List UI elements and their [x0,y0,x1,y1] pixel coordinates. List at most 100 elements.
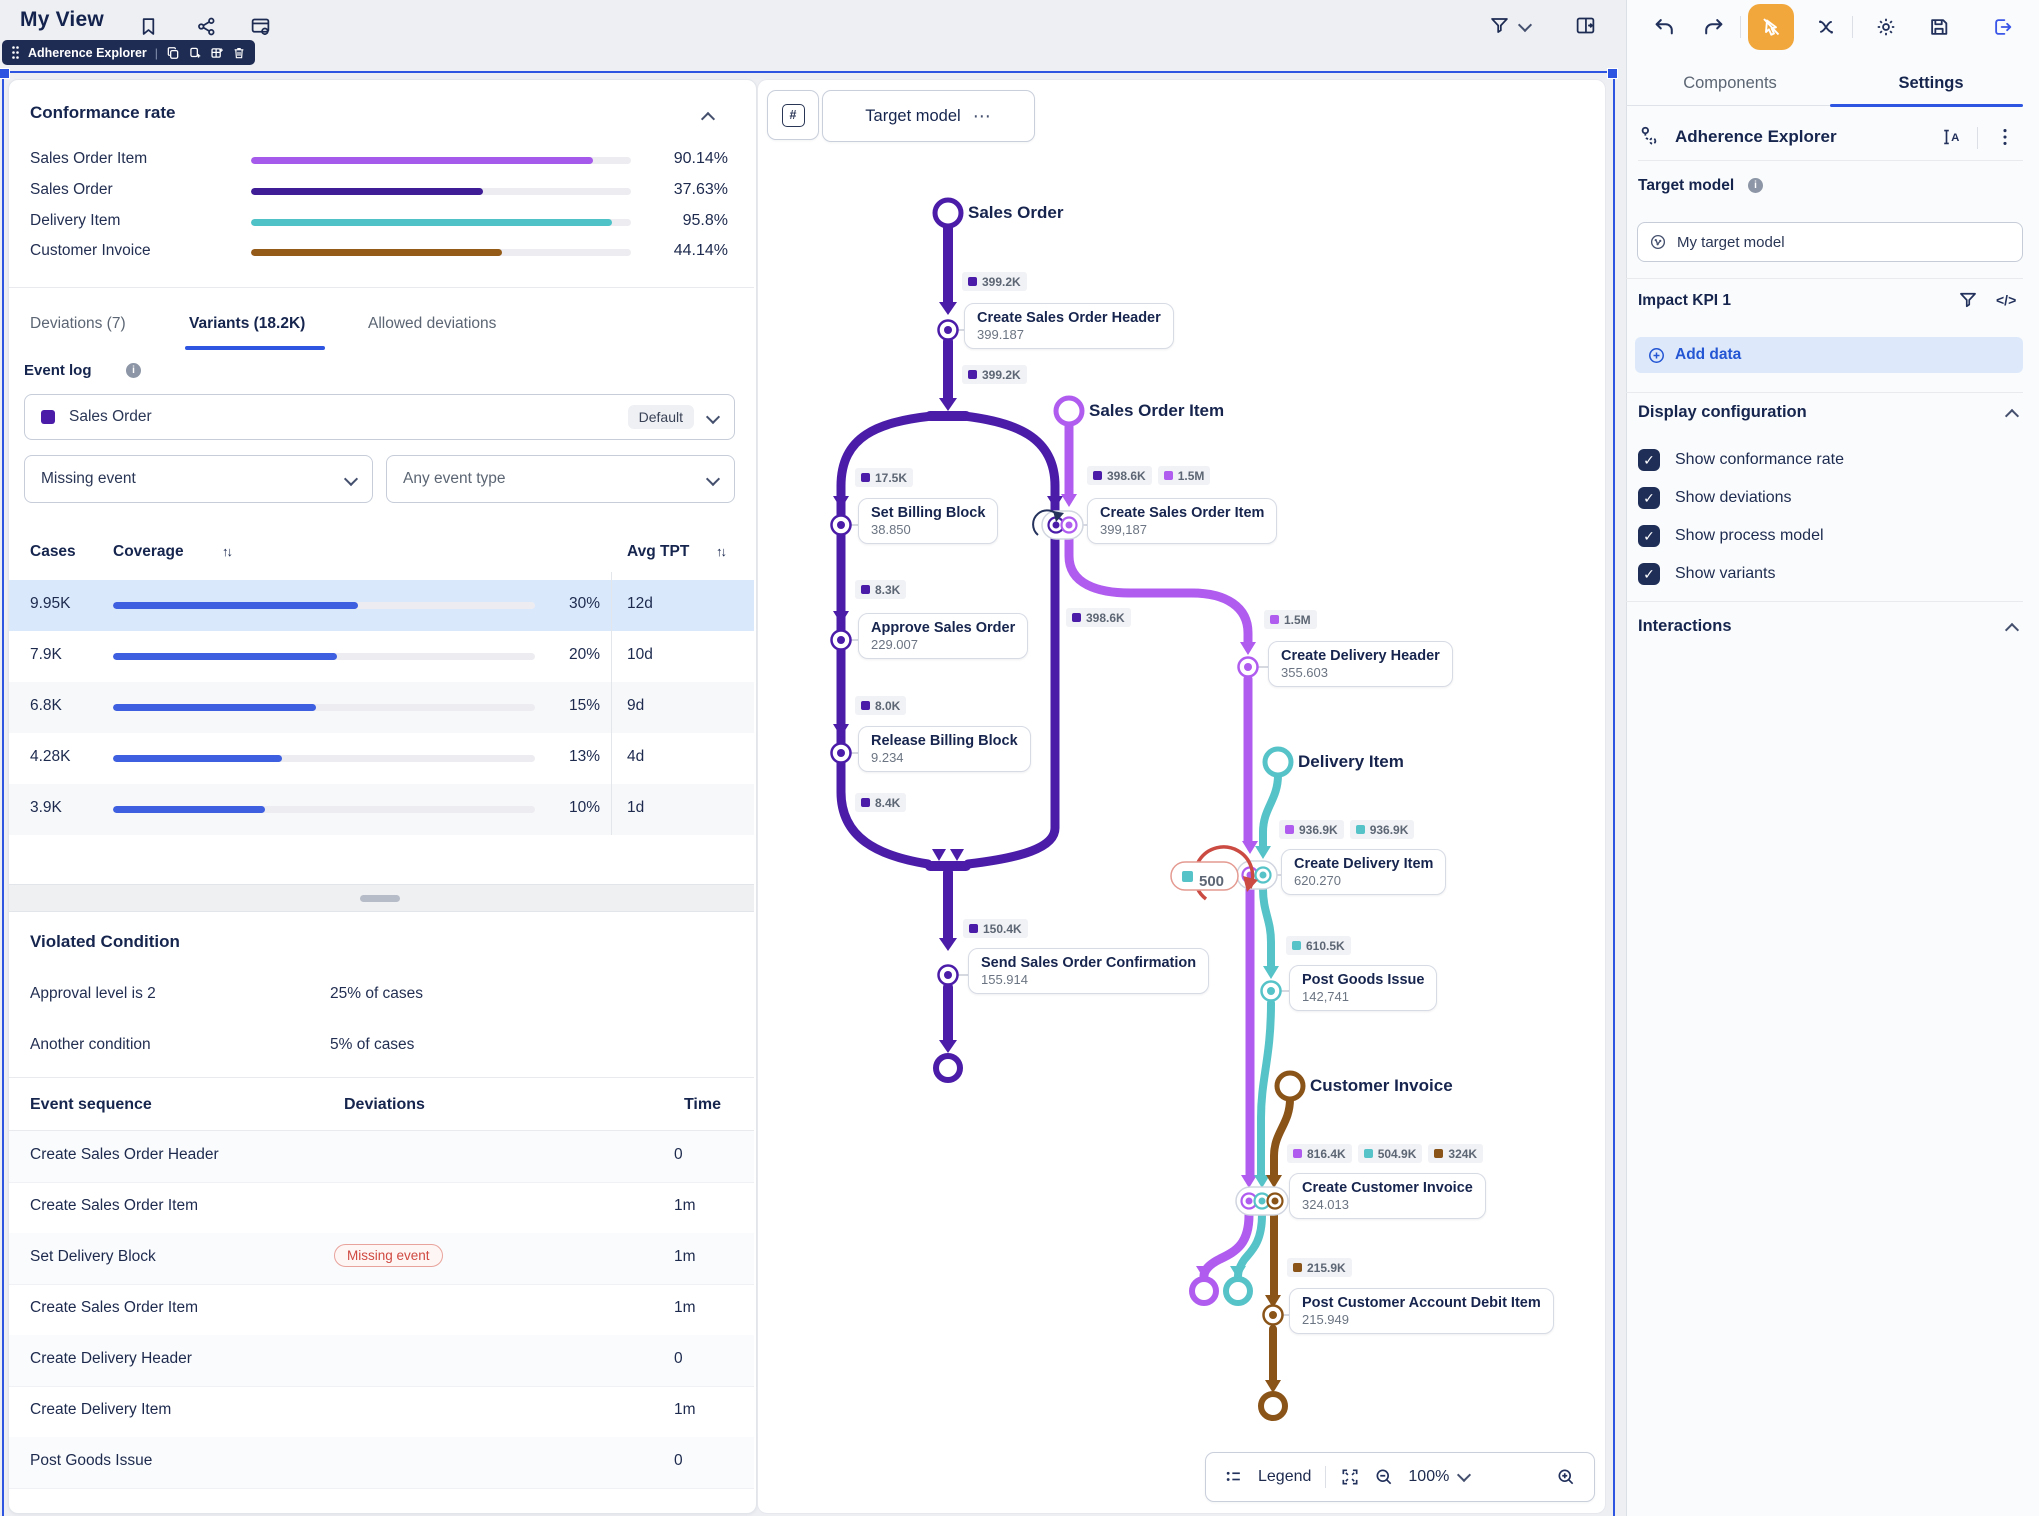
zoom-in-icon[interactable] [1556,1467,1576,1487]
sort-icon[interactable]: ↑↓ [716,544,725,559]
legend-button[interactable]: Legend [1258,1468,1311,1486]
copy-add-icon[interactable] [188,46,202,60]
target-model-info-icon[interactable]: i [1748,178,1763,193]
activity-node[interactable]: Post Customer Account Debit Item215.949 [1289,1288,1554,1334]
drag-handle-icon[interactable] [11,45,20,60]
exit-icon[interactable] [1992,16,2014,38]
activity-value: 142,741 [1302,989,1424,1004]
violated-condition-title: Violated Condition [30,932,180,952]
variant-row[interactable]: 3.9K 10% 1d [9,784,754,835]
component-chip[interactable]: Adherence Explorer | [2,40,255,65]
event-row[interactable]: Create Delivery Item 1m [9,1386,754,1438]
activity-node[interactable]: Release Billing Block9.234 [858,726,1031,772]
event-row[interactable]: Post Goods Issue 0 [9,1437,754,1489]
end-node-sales-order-item[interactable] [1192,1279,1216,1303]
window-settings-icon[interactable] [250,16,271,37]
event-row[interactable]: Create Delivery Header 0 [9,1335,754,1387]
event-row[interactable]: Create Sales Order Item 1m [9,1284,754,1336]
checkbox-checked[interactable]: ✓ [1638,525,1660,547]
kpi-filter-icon[interactable] [1958,290,1978,310]
activity-node[interactable]: Approve Sales Order229.007 [858,613,1028,659]
more-menu-icon[interactable] [1994,126,2016,148]
event-row[interactable]: Create Sales Order Item 1m [9,1182,754,1234]
zoom-level[interactable]: 100% [1408,1468,1449,1486]
variant-row[interactable]: 4.28K 13% 4d [9,733,754,784]
event-type-select[interactable]: Any event type [386,455,735,503]
edge-label: 17.5K [855,468,913,487]
event-row[interactable]: Set Delivery Block Missing event 1m [9,1233,754,1285]
end-node-sales-order[interactable] [936,1056,960,1080]
start-node-customer-invoice[interactable] [1277,1073,1303,1099]
variables-icon[interactable] [1815,16,1837,38]
activity-node[interactable]: Send Sales Order Confirmation155.914 [968,948,1209,994]
col-header-cases: Cases [30,543,76,561]
col-header-coverage[interactable]: Coverage [113,543,184,561]
legend-icon[interactable] [1224,1467,1244,1487]
event-log-info-icon[interactable]: i [126,363,141,378]
activity-node[interactable]: Post Goods Issue142,741 [1289,965,1437,1011]
start-node-sales-order-item[interactable] [1056,398,1082,424]
loop-count: 500 [1199,873,1224,890]
variant-cases: 4.28K [30,748,71,766]
panel-resize-band[interactable] [9,884,754,912]
zoom-chevron-icon[interactable] [1457,1468,1471,1482]
tab-deviations[interactable]: Deviations (7) [30,315,126,333]
event-log-select[interactable]: Sales Order Default [24,394,735,440]
activity-node[interactable]: Set Billing Block38.850 [858,498,998,544]
filter-icon[interactable] [1489,15,1510,36]
add-data-button[interactable]: Add data [1635,337,2023,373]
selection-handle[interactable] [0,68,10,79]
checkbox-checked[interactable]: ✓ [1638,563,1660,585]
event-row[interactable]: Create Sales Order Header 0 [9,1131,754,1183]
deviation-type-select[interactable]: Missing event [24,455,373,503]
toolbar-divider [1325,1466,1326,1488]
redo-icon[interactable] [1703,16,1725,38]
activity-value: 399,187 [1100,522,1264,537]
checkbox-checked[interactable]: ✓ [1638,449,1660,471]
checkbox-checked[interactable]: ✓ [1638,487,1660,509]
bookmark-icon[interactable] [138,16,159,37]
resize-handle[interactable] [360,895,400,902]
tab-allowed-deviations[interactable]: Allowed deviations [368,315,496,333]
activity-node[interactable]: Create Delivery Header355.603 [1268,641,1453,687]
conformance-title: Conformance rate [30,103,175,123]
coverage-bar [113,653,535,660]
fit-to-screen-icon[interactable] [1340,1467,1360,1487]
conformance-row-label: Delivery Item [30,212,120,230]
duplicate-icon[interactable] [166,46,180,60]
undo-icon[interactable] [1653,16,1675,38]
activity-node[interactable]: Create Sales Order Header399.187 [964,303,1174,349]
tab-variants[interactable]: Variants (18.2K) [189,315,305,333]
end-node-delivery-item[interactable] [1226,1279,1250,1303]
gear-icon[interactable] [1875,16,1897,38]
target-model-input[interactable]: My target model [1637,222,2023,262]
code-icon[interactable]: </> [1996,292,2016,308]
coverage-bar-fill [113,602,358,609]
variant-row-selected[interactable]: 9.95K 30% 12d [9,580,754,631]
activity-node[interactable]: Create Delivery Item620.270 [1281,849,1446,895]
select-mode-button-active[interactable] [1748,4,1794,50]
rename-icon[interactable]: A [1941,126,1963,148]
tab-settings[interactable]: Settings [1831,74,2031,93]
activity-node[interactable]: Create Customer Invoice324.013 [1289,1173,1486,1219]
variant-row[interactable]: 6.8K 15% 9d [9,682,754,733]
conformance-bar-fill [251,249,502,256]
save-icon[interactable] [1928,16,1950,38]
start-node-sales-order[interactable] [935,200,961,226]
start-node-delivery-item[interactable] [1265,749,1291,775]
share-icon[interactable] [196,16,217,37]
open-panel-icon[interactable] [1575,15,1596,36]
end-node-customer-invoice[interactable] [1261,1394,1285,1418]
filter-chevron-icon[interactable] [1518,18,1532,32]
variant-cases: 6.8K [30,697,62,715]
layout-add-icon[interactable] [210,46,224,60]
col-header-avg-tpt[interactable]: Avg TPT [627,543,689,561]
variant-row[interactable]: 7.9K 20% 10d [9,631,754,682]
zoom-out-icon[interactable] [1374,1467,1394,1487]
activity-node[interactable]: Create Sales Order Item399,187 [1087,498,1277,544]
coverage-bar [113,755,535,762]
delete-icon[interactable] [232,46,246,60]
sort-icon[interactable]: ↑↓ [222,544,231,559]
activity-value: 9.234 [871,750,1018,765]
tab-components[interactable]: Components [1630,74,1830,93]
